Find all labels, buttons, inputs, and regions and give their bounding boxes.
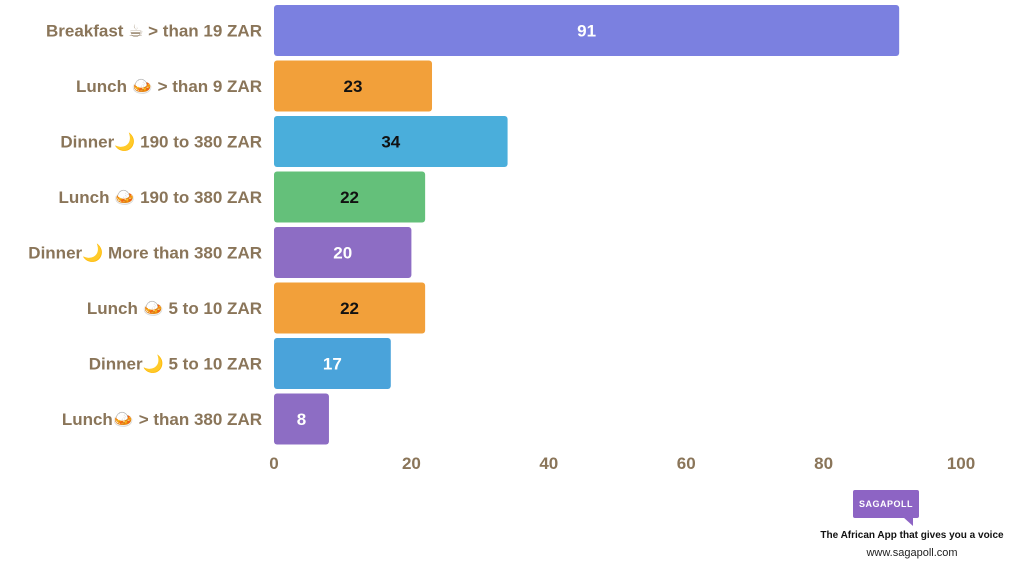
bar bbox=[274, 116, 508, 167]
data-label: 20 bbox=[333, 244, 352, 263]
bar bbox=[274, 338, 391, 389]
bar bbox=[274, 282, 426, 334]
x-tick-label: 60 bbox=[677, 454, 696, 473]
category-label: Dinner🌙 5 to 10 ZAR bbox=[89, 354, 262, 375]
category-label: Lunch 🍛 5 to 10 ZAR bbox=[87, 299, 262, 318]
x-tick-label: 40 bbox=[539, 454, 558, 473]
x-tick-label: 20 bbox=[402, 454, 421, 473]
x-tick-label: 80 bbox=[814, 454, 833, 473]
bar bbox=[274, 5, 900, 56]
bar-chart: Breakfast ☕ > than 19 ZAR 91 Lunch 🍛 > tha… bbox=[28, 5, 975, 473]
data-label: 8 bbox=[297, 410, 306, 429]
data-label: 22 bbox=[340, 188, 359, 207]
data-label: 34 bbox=[381, 133, 400, 152]
category-label: Dinner🌙 190 to 380 ZAR bbox=[60, 132, 262, 153]
bar bbox=[274, 227, 412, 278]
category-label: Breakfast ☕ > than 19 ZAR bbox=[46, 22, 262, 41]
category-label: Lunch🍛 > than 380 ZAR bbox=[62, 410, 262, 429]
bar bbox=[274, 60, 433, 112]
data-label: 91 bbox=[577, 22, 596, 41]
category-label: Lunch 🍛 > than 9 ZAR bbox=[76, 77, 262, 96]
tagline: The African App that gives you a voice bbox=[820, 530, 1004, 541]
branding: SAGAPOLL The African App that gives you … bbox=[800, 490, 1024, 559]
bar bbox=[274, 171, 426, 223]
x-tick-label: 0 bbox=[269, 454, 278, 473]
website-link[interactable]: www.sagapoll.com bbox=[866, 547, 958, 559]
bar bbox=[274, 393, 329, 445]
x-tick-label: 100 bbox=[947, 454, 975, 473]
data-label: 23 bbox=[344, 77, 363, 96]
data-label: 17 bbox=[323, 355, 342, 374]
category-label: Lunch 🍛 190 to 380 ZAR bbox=[59, 188, 263, 207]
category-label: Dinner🌙 More than 380 ZAR bbox=[28, 243, 262, 264]
data-label: 22 bbox=[340, 299, 359, 318]
sagapoll-logo: SAGAPOLL bbox=[852, 490, 919, 526]
